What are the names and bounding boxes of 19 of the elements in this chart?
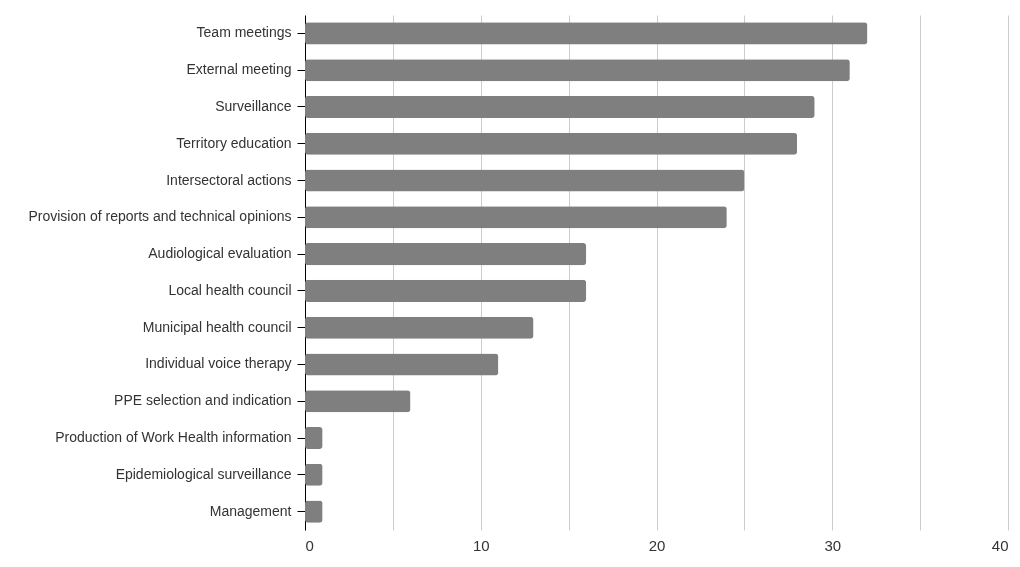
y-tick-label: Municipal health council xyxy=(142,318,292,335)
y-tick-label: Local health council xyxy=(168,281,292,298)
y-tick-label: Epidemiological surveillance xyxy=(115,465,292,482)
y-tick-label: External meeting xyxy=(186,61,292,78)
y-tick-label: Territory education xyxy=(176,134,292,151)
y-tick-label: Management xyxy=(209,502,292,519)
y-tick-label: Production of Work Health information xyxy=(55,429,292,446)
y-tick-label: Intersectoral actions xyxy=(166,171,292,188)
y-tick-label: PPE selection and indication xyxy=(114,392,292,409)
y-tick-label: Team meetings xyxy=(196,24,292,41)
x-tick-label: 0 xyxy=(305,536,314,554)
x-tick-label: 30 xyxy=(824,536,842,554)
x-tick-label: 10 xyxy=(472,536,490,554)
y-tick-label: Provision of reports and technical opinions xyxy=(28,208,292,225)
y-tick-label: Individual voice therapy xyxy=(145,355,292,372)
y-tick-label: Audiological evaluation xyxy=(148,245,292,262)
x-tick-label: 20 xyxy=(648,536,666,554)
x-tick-label: 40 xyxy=(991,536,1009,554)
y-tick-label: Surveillance xyxy=(215,97,292,114)
